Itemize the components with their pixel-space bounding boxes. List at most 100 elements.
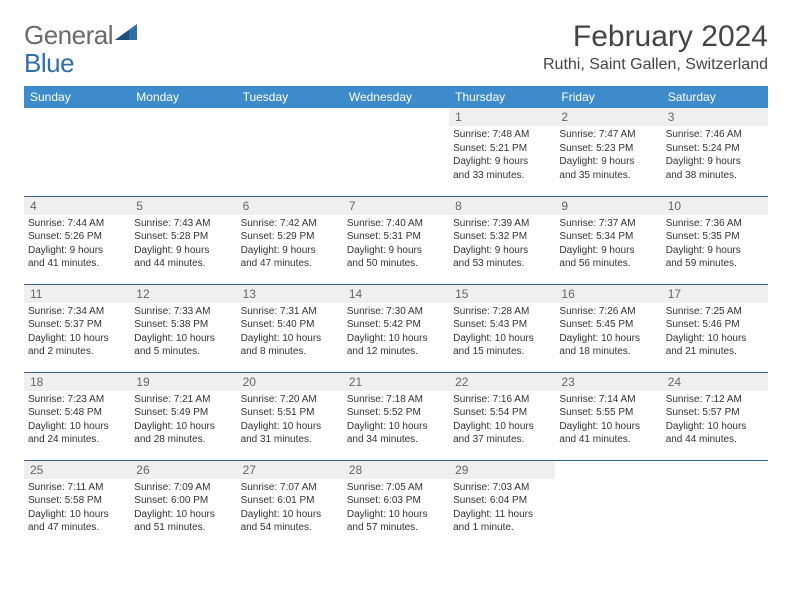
- daylight-line-1: Daylight: 10 hours: [347, 332, 445, 346]
- calendar-cell: 15Sunrise: 7:28 AMSunset: 5:43 PMDayligh…: [449, 284, 555, 372]
- day-info: Sunrise: 7:14 AMSunset: 5:55 PMDaylight:…: [555, 391, 661, 451]
- sunrise-line: Sunrise: 7:39 AM: [453, 217, 551, 231]
- header: General February 2024 Ruthi, Saint Galle…: [24, 20, 768, 74]
- day-number: 2: [555, 108, 661, 126]
- calendar-cell: 22Sunrise: 7:16 AMSunset: 5:54 PMDayligh…: [449, 372, 555, 460]
- daylight-line-1: Daylight: 10 hours: [347, 420, 445, 434]
- calendar-cell: 16Sunrise: 7:26 AMSunset: 5:45 PMDayligh…: [555, 284, 661, 372]
- calendar-cell: 12Sunrise: 7:33 AMSunset: 5:38 PMDayligh…: [130, 284, 236, 372]
- daylight-line-2: and 54 minutes.: [241, 521, 339, 535]
- day-number: 18: [24, 373, 130, 391]
- sunset-line: Sunset: 5:31 PM: [347, 230, 445, 244]
- day-header: Wednesday: [343, 86, 449, 108]
- sunrise-line: Sunrise: 7:11 AM: [28, 481, 126, 495]
- daylight-line-2: and 5 minutes.: [134, 345, 232, 359]
- calendar-cell: 27Sunrise: 7:07 AMSunset: 6:01 PMDayligh…: [237, 460, 343, 548]
- calendar-cell: 10Sunrise: 7:36 AMSunset: 5:35 PMDayligh…: [662, 196, 768, 284]
- daylight-line-2: and 38 minutes.: [666, 169, 764, 183]
- calendar-week: ........1Sunrise: 7:48 AMSunset: 5:21 PM…: [24, 108, 768, 196]
- daylight-line-2: and 53 minutes.: [453, 257, 551, 271]
- calendar-week: 4Sunrise: 7:44 AMSunset: 5:26 PMDaylight…: [24, 196, 768, 284]
- sunset-line: Sunset: 6:04 PM: [453, 494, 551, 508]
- day-number: 25: [24, 461, 130, 479]
- sunset-line: Sunset: 6:00 PM: [134, 494, 232, 508]
- daylight-line-2: and 21 minutes.: [666, 345, 764, 359]
- day-number: 24: [662, 373, 768, 391]
- daylight-line-1: Daylight: 9 hours: [666, 155, 764, 169]
- daylight-line-1: Daylight: 10 hours: [28, 420, 126, 434]
- daylight-line-1: Daylight: 9 hours: [134, 244, 232, 258]
- day-number: 26: [130, 461, 236, 479]
- day-header: Saturday: [662, 86, 768, 108]
- day-info: Sunrise: 7:30 AMSunset: 5:42 PMDaylight:…: [343, 303, 449, 363]
- sunrise-line: Sunrise: 7:31 AM: [241, 305, 339, 319]
- daylight-line-2: and 56 minutes.: [559, 257, 657, 271]
- month-year: February 2024: [543, 20, 768, 54]
- brand-triangle-icon: [113, 20, 137, 51]
- daylight-line-2: and 35 minutes.: [559, 169, 657, 183]
- calendar-cell: 5Sunrise: 7:43 AMSunset: 5:28 PMDaylight…: [130, 196, 236, 284]
- brand-name-blue: Blue: [24, 48, 74, 79]
- day-number: 13: [237, 285, 343, 303]
- sunrise-line: Sunrise: 7:23 AM: [28, 393, 126, 407]
- day-info: Sunrise: 7:25 AMSunset: 5:46 PMDaylight:…: [662, 303, 768, 363]
- sunrise-line: Sunrise: 7:14 AM: [559, 393, 657, 407]
- day-number: 3: [662, 108, 768, 126]
- sunset-line: Sunset: 5:29 PM: [241, 230, 339, 244]
- sunset-line: Sunset: 6:01 PM: [241, 494, 339, 508]
- sunset-line: Sunset: 5:38 PM: [134, 318, 232, 332]
- sunrise-line: Sunrise: 7:48 AM: [453, 128, 551, 142]
- daylight-line-2: and 18 minutes.: [559, 345, 657, 359]
- sunrise-line: Sunrise: 7:33 AM: [134, 305, 232, 319]
- calendar-cell: 4Sunrise: 7:44 AMSunset: 5:26 PMDaylight…: [24, 196, 130, 284]
- calendar-cell: ..: [130, 108, 236, 196]
- day-number: 15: [449, 285, 555, 303]
- day-header: Tuesday: [237, 86, 343, 108]
- day-info: Sunrise: 7:12 AMSunset: 5:57 PMDaylight:…: [662, 391, 768, 451]
- daylight-line-2: and 15 minutes.: [453, 345, 551, 359]
- daylight-line-2: and 41 minutes.: [559, 433, 657, 447]
- daylight-line-2: and 59 minutes.: [666, 257, 764, 271]
- sunset-line: Sunset: 5:37 PM: [28, 318, 126, 332]
- sunrise-line: Sunrise: 7:25 AM: [666, 305, 764, 319]
- daylight-line-1: Daylight: 10 hours: [453, 420, 551, 434]
- calendar-cell: 19Sunrise: 7:21 AMSunset: 5:49 PMDayligh…: [130, 372, 236, 460]
- calendar-cell: 9Sunrise: 7:37 AMSunset: 5:34 PMDaylight…: [555, 196, 661, 284]
- sunset-line: Sunset: 5:48 PM: [28, 406, 126, 420]
- calendar-cell: 20Sunrise: 7:20 AMSunset: 5:51 PMDayligh…: [237, 372, 343, 460]
- calendar-cell: 24Sunrise: 7:12 AMSunset: 5:57 PMDayligh…: [662, 372, 768, 460]
- calendar-week: 25Sunrise: 7:11 AMSunset: 5:58 PMDayligh…: [24, 460, 768, 548]
- day-number: 11: [24, 285, 130, 303]
- day-info: Sunrise: 7:20 AMSunset: 5:51 PMDaylight:…: [237, 391, 343, 451]
- day-info: Sunrise: 7:11 AMSunset: 5:58 PMDaylight:…: [24, 479, 130, 539]
- day-number: 1: [449, 108, 555, 126]
- sunset-line: Sunset: 5:40 PM: [241, 318, 339, 332]
- day-number: 22: [449, 373, 555, 391]
- sunrise-line: Sunrise: 7:09 AM: [134, 481, 232, 495]
- sunrise-line: Sunrise: 7:12 AM: [666, 393, 764, 407]
- day-number: 17: [662, 285, 768, 303]
- daylight-line-1: Daylight: 10 hours: [347, 508, 445, 522]
- calendar-cell: 26Sunrise: 7:09 AMSunset: 6:00 PMDayligh…: [130, 460, 236, 548]
- sunrise-line: Sunrise: 7:16 AM: [453, 393, 551, 407]
- sunset-line: Sunset: 5:21 PM: [453, 142, 551, 156]
- daylight-line-1: Daylight: 10 hours: [241, 332, 339, 346]
- sunset-line: Sunset: 5:49 PM: [134, 406, 232, 420]
- daylight-line-2: and 50 minutes.: [347, 257, 445, 271]
- sunrise-line: Sunrise: 7:21 AM: [134, 393, 232, 407]
- daylight-line-1: Daylight: 9 hours: [666, 244, 764, 258]
- sunset-line: Sunset: 5:57 PM: [666, 406, 764, 420]
- sunrise-line: Sunrise: 7:05 AM: [347, 481, 445, 495]
- day-number: 19: [130, 373, 236, 391]
- daylight-line-2: and 28 minutes.: [134, 433, 232, 447]
- day-header: Friday: [555, 86, 661, 108]
- daylight-line-1: Daylight: 10 hours: [241, 508, 339, 522]
- sunrise-line: Sunrise: 7:36 AM: [666, 217, 764, 231]
- sunrise-line: Sunrise: 7:18 AM: [347, 393, 445, 407]
- day-number: 6: [237, 197, 343, 215]
- calendar-cell: 25Sunrise: 7:11 AMSunset: 5:58 PMDayligh…: [24, 460, 130, 548]
- calendar-cell: ..: [555, 460, 661, 548]
- daylight-line-2: and 44 minutes.: [666, 433, 764, 447]
- daylight-line-2: and 34 minutes.: [347, 433, 445, 447]
- calendar-week: 18Sunrise: 7:23 AMSunset: 5:48 PMDayligh…: [24, 372, 768, 460]
